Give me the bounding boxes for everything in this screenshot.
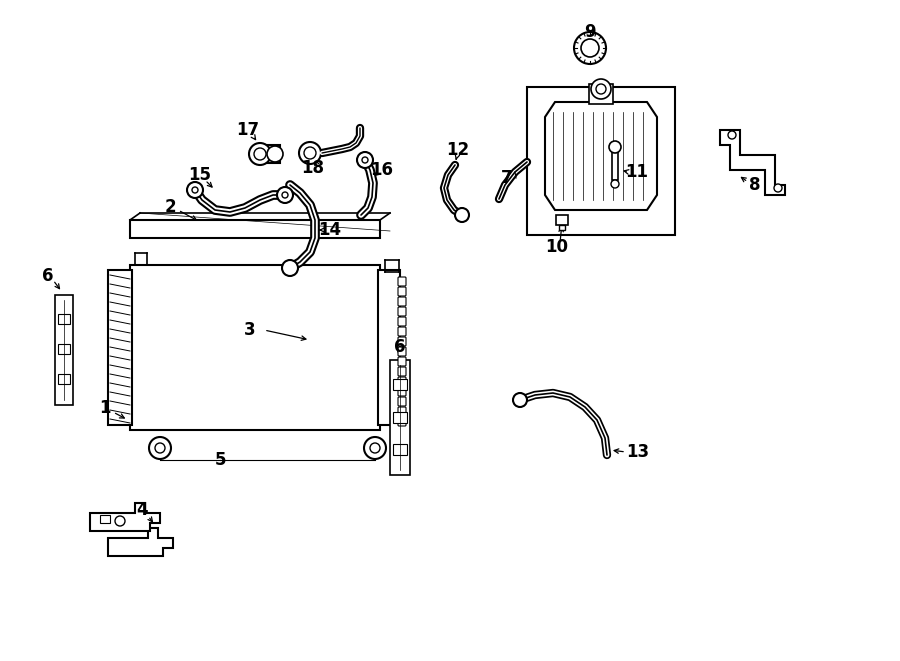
Bar [393,412,407,423]
Circle shape [574,32,606,64]
Circle shape [357,152,373,168]
Circle shape [596,84,606,94]
Text: 11: 11 [626,163,649,181]
Circle shape [611,180,619,188]
Text: 6: 6 [42,267,54,285]
Bar [58,344,70,354]
Polygon shape [720,130,785,195]
Text: 1: 1 [99,399,111,417]
FancyBboxPatch shape [398,337,406,346]
Circle shape [282,260,298,276]
Circle shape [249,143,271,165]
Text: 4: 4 [136,501,148,519]
FancyBboxPatch shape [398,387,406,396]
FancyBboxPatch shape [398,317,406,326]
Circle shape [115,516,125,526]
Circle shape [304,147,316,159]
Circle shape [299,142,321,164]
Bar [378,270,400,425]
FancyBboxPatch shape [398,397,406,406]
FancyBboxPatch shape [398,417,406,426]
Text: 14: 14 [319,221,342,239]
Circle shape [370,443,380,453]
Bar [130,220,380,238]
FancyBboxPatch shape [398,287,406,296]
FancyBboxPatch shape [398,327,406,336]
Bar [393,444,407,455]
Text: 12: 12 [446,141,470,159]
Circle shape [591,79,611,99]
Text: 2: 2 [164,198,176,216]
Bar [527,87,675,235]
FancyBboxPatch shape [398,297,406,306]
Bar [390,360,410,475]
Circle shape [155,443,165,453]
Text: 5: 5 [214,451,226,469]
Text: 13: 13 [626,443,650,461]
Bar [612,152,618,180]
Bar [58,374,70,384]
FancyBboxPatch shape [398,377,406,386]
Bar [55,295,73,405]
Polygon shape [90,503,160,531]
Circle shape [728,131,736,139]
Bar [589,84,613,104]
Text: 17: 17 [237,121,259,139]
Circle shape [455,208,469,222]
FancyBboxPatch shape [398,357,406,366]
Text: 9: 9 [584,23,596,41]
FancyBboxPatch shape [398,277,406,286]
FancyBboxPatch shape [398,347,406,356]
Circle shape [192,187,198,193]
FancyBboxPatch shape [398,307,406,316]
Text: 7: 7 [501,169,513,187]
Bar [559,225,565,230]
Circle shape [609,141,621,153]
Circle shape [364,437,386,459]
Polygon shape [108,528,173,556]
Circle shape [267,146,283,162]
Bar [100,515,110,523]
Bar [393,379,407,390]
FancyBboxPatch shape [398,367,406,376]
Circle shape [362,157,368,163]
Text: 3: 3 [244,321,256,339]
Circle shape [282,192,288,198]
FancyBboxPatch shape [398,407,406,416]
Text: 6: 6 [394,338,406,356]
Bar [108,270,132,425]
Text: 16: 16 [371,161,393,179]
Circle shape [254,148,266,160]
Text: 15: 15 [188,166,212,184]
Circle shape [581,39,599,57]
Circle shape [774,184,782,192]
Bar [58,314,70,324]
Bar [556,215,568,225]
Bar [255,145,280,163]
Text: 8: 8 [749,176,760,194]
Text: 18: 18 [302,159,325,177]
Circle shape [149,437,171,459]
Text: 10: 10 [545,238,569,256]
Circle shape [187,182,203,198]
Circle shape [513,393,527,407]
Circle shape [277,187,293,203]
Polygon shape [545,102,657,210]
Bar [130,265,380,430]
